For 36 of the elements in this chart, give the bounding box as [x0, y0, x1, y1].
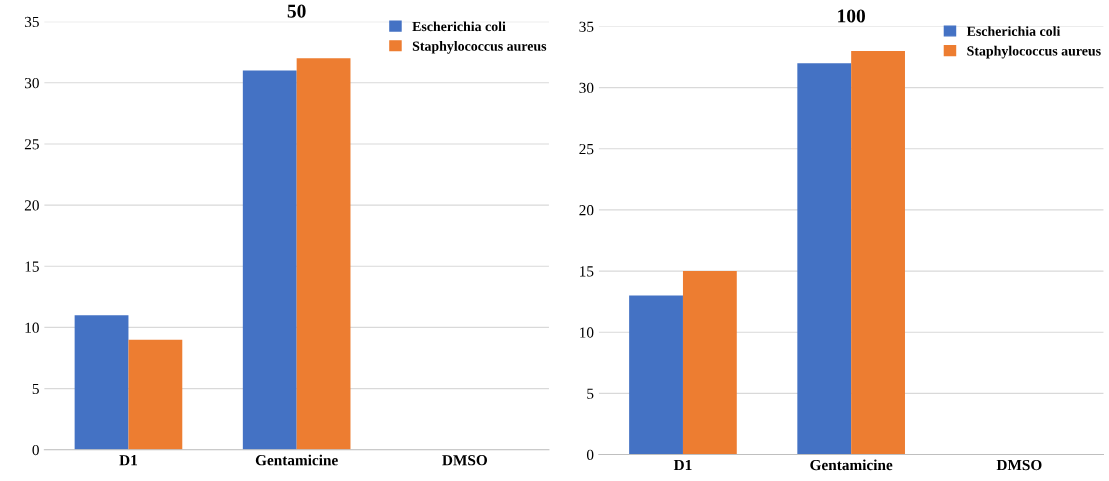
bar	[797, 63, 852, 455]
y-tick-label: 20	[24, 200, 39, 211]
legend-label: Staphylococcus aureus	[412, 41, 547, 54]
bar	[296, 58, 351, 450]
y-tick-label: 30	[579, 82, 594, 94]
y-tick-label: 5	[32, 383, 39, 395]
legend-label: Escherichia coli	[966, 26, 1061, 36]
x-tick-label: DMSO	[996, 459, 1042, 471]
chart-title: 50	[287, 4, 306, 18]
legend-label: Staphylococcus aureus	[967, 45, 1101, 59]
bar	[242, 70, 297, 450]
bar	[629, 295, 683, 455]
y-tick-label: 15	[25, 261, 39, 272]
x-tick-label: D1	[673, 459, 692, 471]
x-tick-label: Gentamicine	[255, 454, 338, 466]
chart-title: 100	[838, 9, 865, 23]
y-tick-label: 25	[24, 139, 39, 150]
bar	[128, 339, 183, 450]
y-tick-label: 0	[586, 449, 594, 460]
y-tick-label: 5	[587, 388, 594, 399]
y-tick-label: 35	[24, 16, 39, 28]
y-tick-label: 25	[579, 143, 594, 155]
bar	[851, 50, 905, 455]
y-tick-label: 30	[24, 77, 39, 89]
y-tick-label: 20	[579, 205, 594, 216]
x-tick-label: DMSO	[442, 455, 488, 466]
bar	[74, 315, 129, 450]
y-tick-label: 10	[580, 327, 594, 338]
x-tick-label: Gentamicine	[810, 459, 893, 471]
y-tick-label: 15	[580, 266, 594, 277]
y-tick-label: 10	[25, 322, 39, 333]
legend-label: Escherichia coli	[412, 21, 506, 32]
x-tick-label: D1	[119, 455, 137, 466]
bar	[682, 271, 737, 455]
y-tick-label: 35	[579, 21, 594, 32]
y-tick-label: 0	[32, 444, 39, 456]
